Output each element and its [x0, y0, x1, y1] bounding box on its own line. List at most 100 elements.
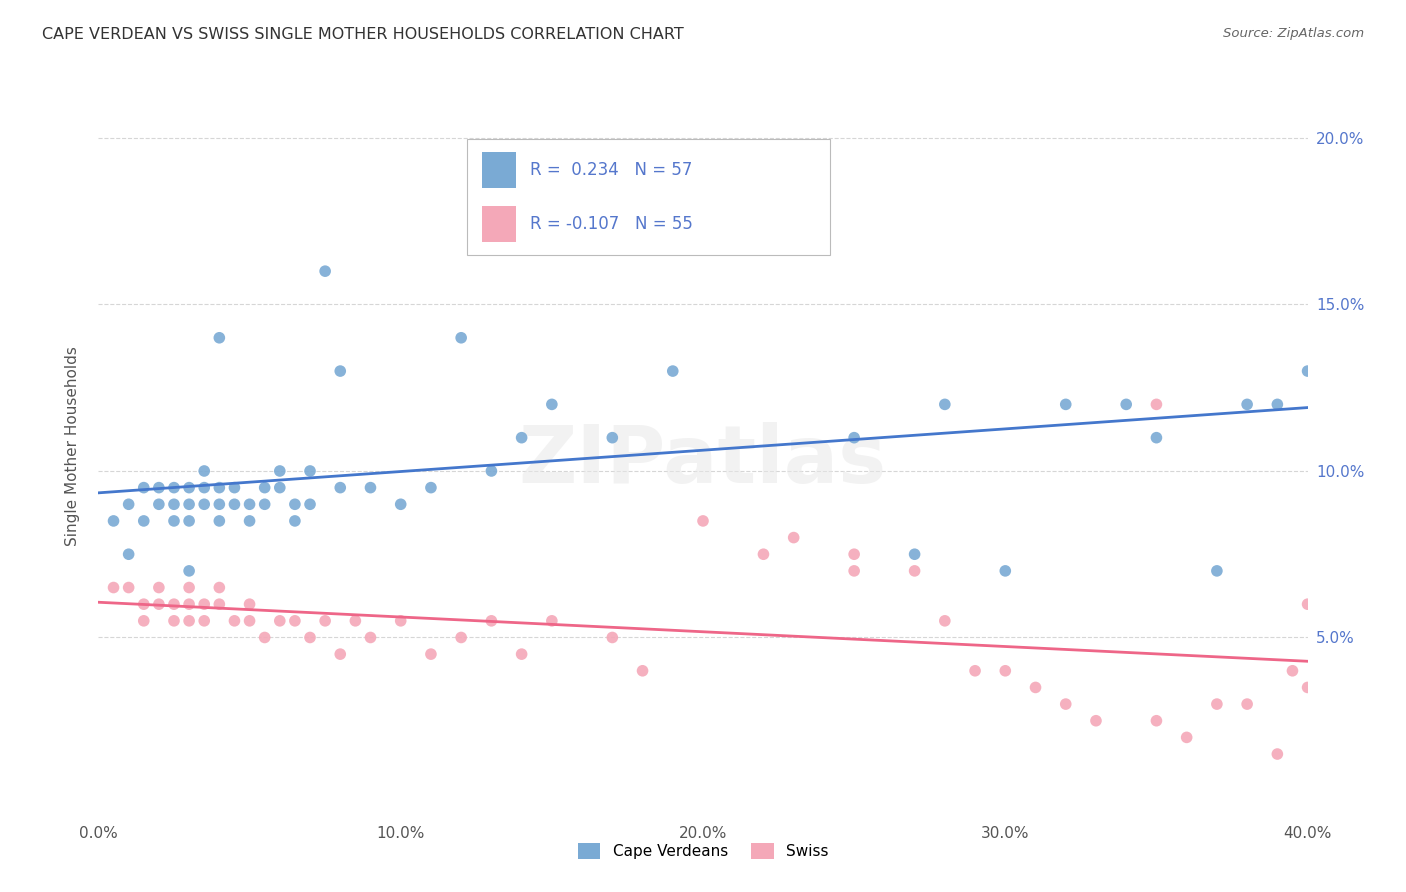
Point — [179, 514, 201, 528]
Point — [179, 581, 201, 595]
Point — [510, 647, 533, 661]
Point — [540, 397, 562, 411]
Point — [132, 614, 155, 628]
Y-axis label: Single Mother Households: Single Mother Households — [65, 346, 80, 546]
Text: ZIPatlas: ZIPatlas — [519, 422, 887, 500]
Point — [284, 497, 307, 511]
Point — [299, 497, 322, 511]
Legend: Cape Verdeans, Swiss: Cape Verdeans, Swiss — [571, 838, 835, 865]
Point — [481, 614, 503, 628]
Point — [450, 331, 472, 345]
Point — [344, 614, 367, 628]
FancyBboxPatch shape — [467, 139, 830, 255]
Text: CAPE VERDEAN VS SWISS SINGLE MOTHER HOUSEHOLDS CORRELATION CHART: CAPE VERDEAN VS SWISS SINGLE MOTHER HOUS… — [42, 27, 683, 42]
Point — [314, 264, 336, 278]
Point — [1296, 681, 1319, 695]
Point — [208, 514, 231, 528]
Point — [284, 614, 307, 628]
Point — [193, 464, 215, 478]
Point — [904, 547, 927, 561]
Point — [193, 497, 215, 511]
Point — [631, 664, 654, 678]
Point — [1054, 397, 1077, 411]
Point — [103, 514, 125, 528]
Point — [253, 497, 276, 511]
Point — [1115, 397, 1137, 411]
Point — [103, 581, 125, 595]
Point — [163, 497, 186, 511]
Point — [314, 614, 336, 628]
Point — [179, 497, 201, 511]
Point — [239, 514, 262, 528]
Point — [420, 481, 443, 495]
Point — [904, 564, 927, 578]
Point — [179, 564, 201, 578]
Point — [132, 597, 155, 611]
Point — [179, 481, 201, 495]
Point — [934, 614, 956, 628]
Point — [239, 497, 262, 511]
Point — [208, 481, 231, 495]
Point — [163, 597, 186, 611]
Point — [239, 614, 262, 628]
Point — [661, 364, 683, 378]
Point — [1267, 747, 1289, 761]
Point — [208, 497, 231, 511]
Point — [148, 497, 170, 511]
Point — [1054, 697, 1077, 711]
Point — [420, 647, 443, 661]
Point — [602, 631, 624, 645]
Point — [844, 564, 866, 578]
Point — [208, 597, 231, 611]
Text: R =  0.234   N = 57: R = 0.234 N = 57 — [530, 161, 693, 179]
Point — [1206, 697, 1229, 711]
Point — [1175, 731, 1198, 745]
Point — [450, 631, 472, 645]
Point — [239, 597, 262, 611]
Point — [179, 614, 201, 628]
Point — [844, 431, 866, 445]
Point — [602, 431, 624, 445]
FancyBboxPatch shape — [482, 205, 516, 242]
Point — [540, 614, 562, 628]
Point — [329, 364, 352, 378]
Point — [163, 514, 186, 528]
Point — [994, 564, 1017, 578]
Point — [329, 481, 352, 495]
Point — [1296, 364, 1319, 378]
Point — [118, 547, 141, 561]
Text: Source: ZipAtlas.com: Source: ZipAtlas.com — [1223, 27, 1364, 40]
Point — [389, 614, 412, 628]
Point — [1206, 564, 1229, 578]
Point — [360, 631, 382, 645]
Text: R = -0.107   N = 55: R = -0.107 N = 55 — [530, 215, 693, 233]
Point — [1236, 697, 1258, 711]
Point — [148, 597, 170, 611]
Point — [208, 581, 231, 595]
Point — [481, 464, 503, 478]
Point — [163, 614, 186, 628]
Point — [148, 581, 170, 595]
Point — [269, 614, 291, 628]
Point — [299, 631, 322, 645]
Point — [994, 664, 1017, 678]
Point — [360, 481, 382, 495]
Point — [163, 481, 186, 495]
Point — [1281, 664, 1303, 678]
Point — [253, 481, 276, 495]
Point — [269, 464, 291, 478]
Point — [118, 581, 141, 595]
Point — [934, 397, 956, 411]
Point — [965, 664, 987, 678]
FancyBboxPatch shape — [482, 153, 516, 188]
Point — [1144, 431, 1167, 445]
Point — [783, 531, 806, 545]
Point — [1296, 597, 1319, 611]
Point — [193, 597, 215, 611]
Point — [224, 614, 246, 628]
Point — [148, 481, 170, 495]
Point — [269, 481, 291, 495]
Point — [844, 547, 866, 561]
Point — [179, 597, 201, 611]
Point — [1144, 397, 1167, 411]
